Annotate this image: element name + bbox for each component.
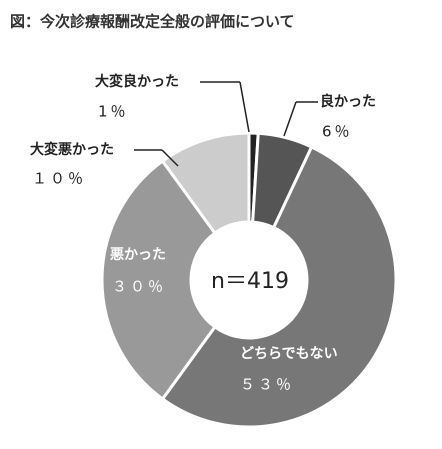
leader-line	[239, 81, 250, 133]
leader-line	[283, 101, 297, 137]
value-label: 6％	[322, 123, 353, 141]
donut-segment	[160, 144, 398, 429]
category-label: 悪かった	[110, 247, 166, 263]
value-label: ５３％	[240, 376, 294, 394]
chart-title: 図：今次診療報酬改定全般の評価について	[10, 13, 295, 31]
donut-segment	[100, 158, 218, 402]
category-label: 大変良かった	[95, 73, 179, 90]
category-label: どちらでもない	[240, 346, 338, 362]
value-label: ３０％	[112, 278, 166, 296]
category-label: 大変悪かった	[30, 141, 114, 158]
value-label: 1％	[98, 103, 129, 121]
donut	[100, 131, 398, 429]
leader-line	[161, 149, 179, 167]
category-label: 良かった	[320, 93, 376, 110]
donut-segment	[160, 131, 251, 236]
value-label: １０％	[32, 170, 86, 188]
center-label: n＝419	[211, 269, 289, 294]
